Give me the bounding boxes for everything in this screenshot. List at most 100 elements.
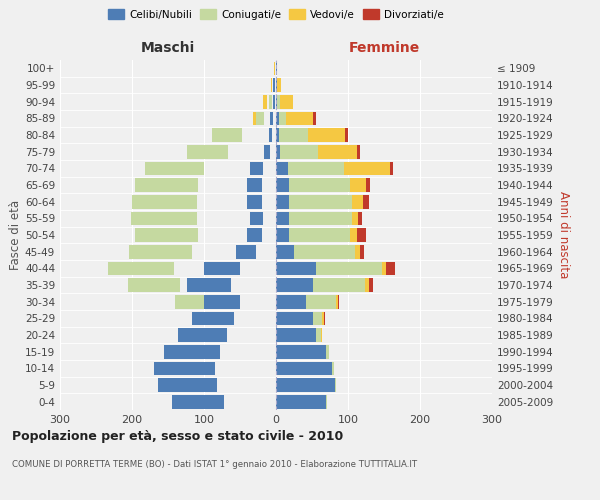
Bar — [308, 128, 345, 142]
Bar — [355, 245, 359, 258]
Bar — [212, 312, 223, 325]
Bar — [172, 395, 224, 408]
Bar — [263, 95, 268, 108]
Bar — [276, 112, 279, 125]
Bar — [286, 112, 313, 125]
Bar — [191, 195, 194, 208]
Bar — [212, 128, 242, 142]
Bar — [172, 278, 175, 292]
Bar — [276, 278, 313, 292]
Bar — [179, 245, 185, 258]
Bar — [193, 162, 198, 175]
Bar — [247, 228, 262, 242]
Bar — [182, 195, 188, 208]
Bar — [269, 95, 272, 108]
Bar — [277, 78, 281, 92]
Bar — [247, 195, 262, 208]
Bar — [228, 128, 230, 142]
Bar — [358, 228, 366, 242]
Bar — [107, 262, 174, 275]
Bar — [369, 278, 373, 292]
Bar — [175, 295, 208, 308]
Bar — [289, 212, 352, 225]
Bar — [276, 262, 316, 275]
Bar — [276, 162, 287, 175]
Bar — [158, 262, 166, 275]
Bar — [132, 195, 197, 208]
Bar — [335, 378, 336, 392]
Bar — [215, 378, 216, 392]
Bar — [366, 178, 370, 192]
Bar — [332, 362, 334, 375]
Bar — [276, 312, 313, 325]
Bar — [196, 228, 197, 242]
Bar — [135, 228, 198, 242]
Bar — [279, 128, 308, 142]
Bar — [276, 195, 289, 208]
Text: COMUNE DI PORRETTA TERME (BO) - Dati ISTAT 1° gennaio 2010 - Elaborazione TUTTIT: COMUNE DI PORRETTA TERME (BO) - Dati IST… — [12, 460, 417, 469]
Bar — [386, 262, 395, 275]
Bar — [236, 245, 256, 258]
Bar — [270, 112, 273, 125]
Bar — [187, 278, 232, 292]
Bar — [191, 178, 194, 192]
Bar — [135, 178, 198, 192]
Bar — [337, 295, 338, 308]
Bar — [358, 145, 360, 158]
Bar — [326, 395, 327, 408]
Bar — [287, 162, 344, 175]
Bar — [247, 178, 262, 192]
Bar — [185, 228, 191, 242]
Bar — [190, 245, 191, 258]
Bar — [318, 145, 358, 158]
Text: Femmine: Femmine — [349, 41, 419, 55]
Bar — [128, 278, 179, 292]
Bar — [178, 278, 179, 292]
Text: Maschi: Maschi — [141, 41, 195, 55]
Bar — [212, 362, 214, 375]
Bar — [326, 345, 329, 358]
Bar — [265, 145, 270, 158]
Bar — [250, 212, 263, 225]
Bar — [322, 312, 323, 325]
Bar — [131, 212, 197, 225]
Bar — [187, 145, 229, 158]
Bar — [253, 112, 259, 125]
Bar — [221, 312, 222, 325]
Bar — [222, 312, 223, 325]
Bar — [256, 112, 265, 125]
Bar — [206, 295, 207, 308]
Bar — [289, 178, 350, 192]
Bar — [277, 95, 280, 108]
Bar — [294, 245, 355, 258]
Bar — [391, 162, 394, 175]
Bar — [338, 295, 340, 308]
Bar — [345, 128, 348, 142]
Bar — [204, 262, 240, 275]
Bar — [154, 362, 215, 375]
Bar — [273, 78, 275, 92]
Bar — [313, 112, 316, 125]
Bar — [273, 78, 274, 92]
Bar — [276, 178, 289, 192]
Bar — [276, 362, 332, 375]
Bar — [306, 295, 337, 308]
Bar — [289, 228, 350, 242]
Y-axis label: Anni di nascita: Anni di nascita — [557, 192, 570, 278]
Bar — [350, 228, 358, 242]
Bar — [276, 378, 335, 392]
Bar — [172, 262, 173, 275]
Bar — [276, 345, 326, 358]
Bar — [313, 278, 365, 292]
Bar — [225, 128, 233, 142]
Bar — [350, 178, 366, 192]
Bar — [204, 295, 205, 308]
Bar — [365, 278, 369, 292]
Bar — [280, 95, 293, 108]
Bar — [193, 212, 194, 225]
Bar — [313, 312, 322, 325]
Bar — [276, 245, 294, 258]
Bar — [323, 312, 325, 325]
Bar — [221, 145, 225, 158]
Bar — [352, 195, 363, 208]
